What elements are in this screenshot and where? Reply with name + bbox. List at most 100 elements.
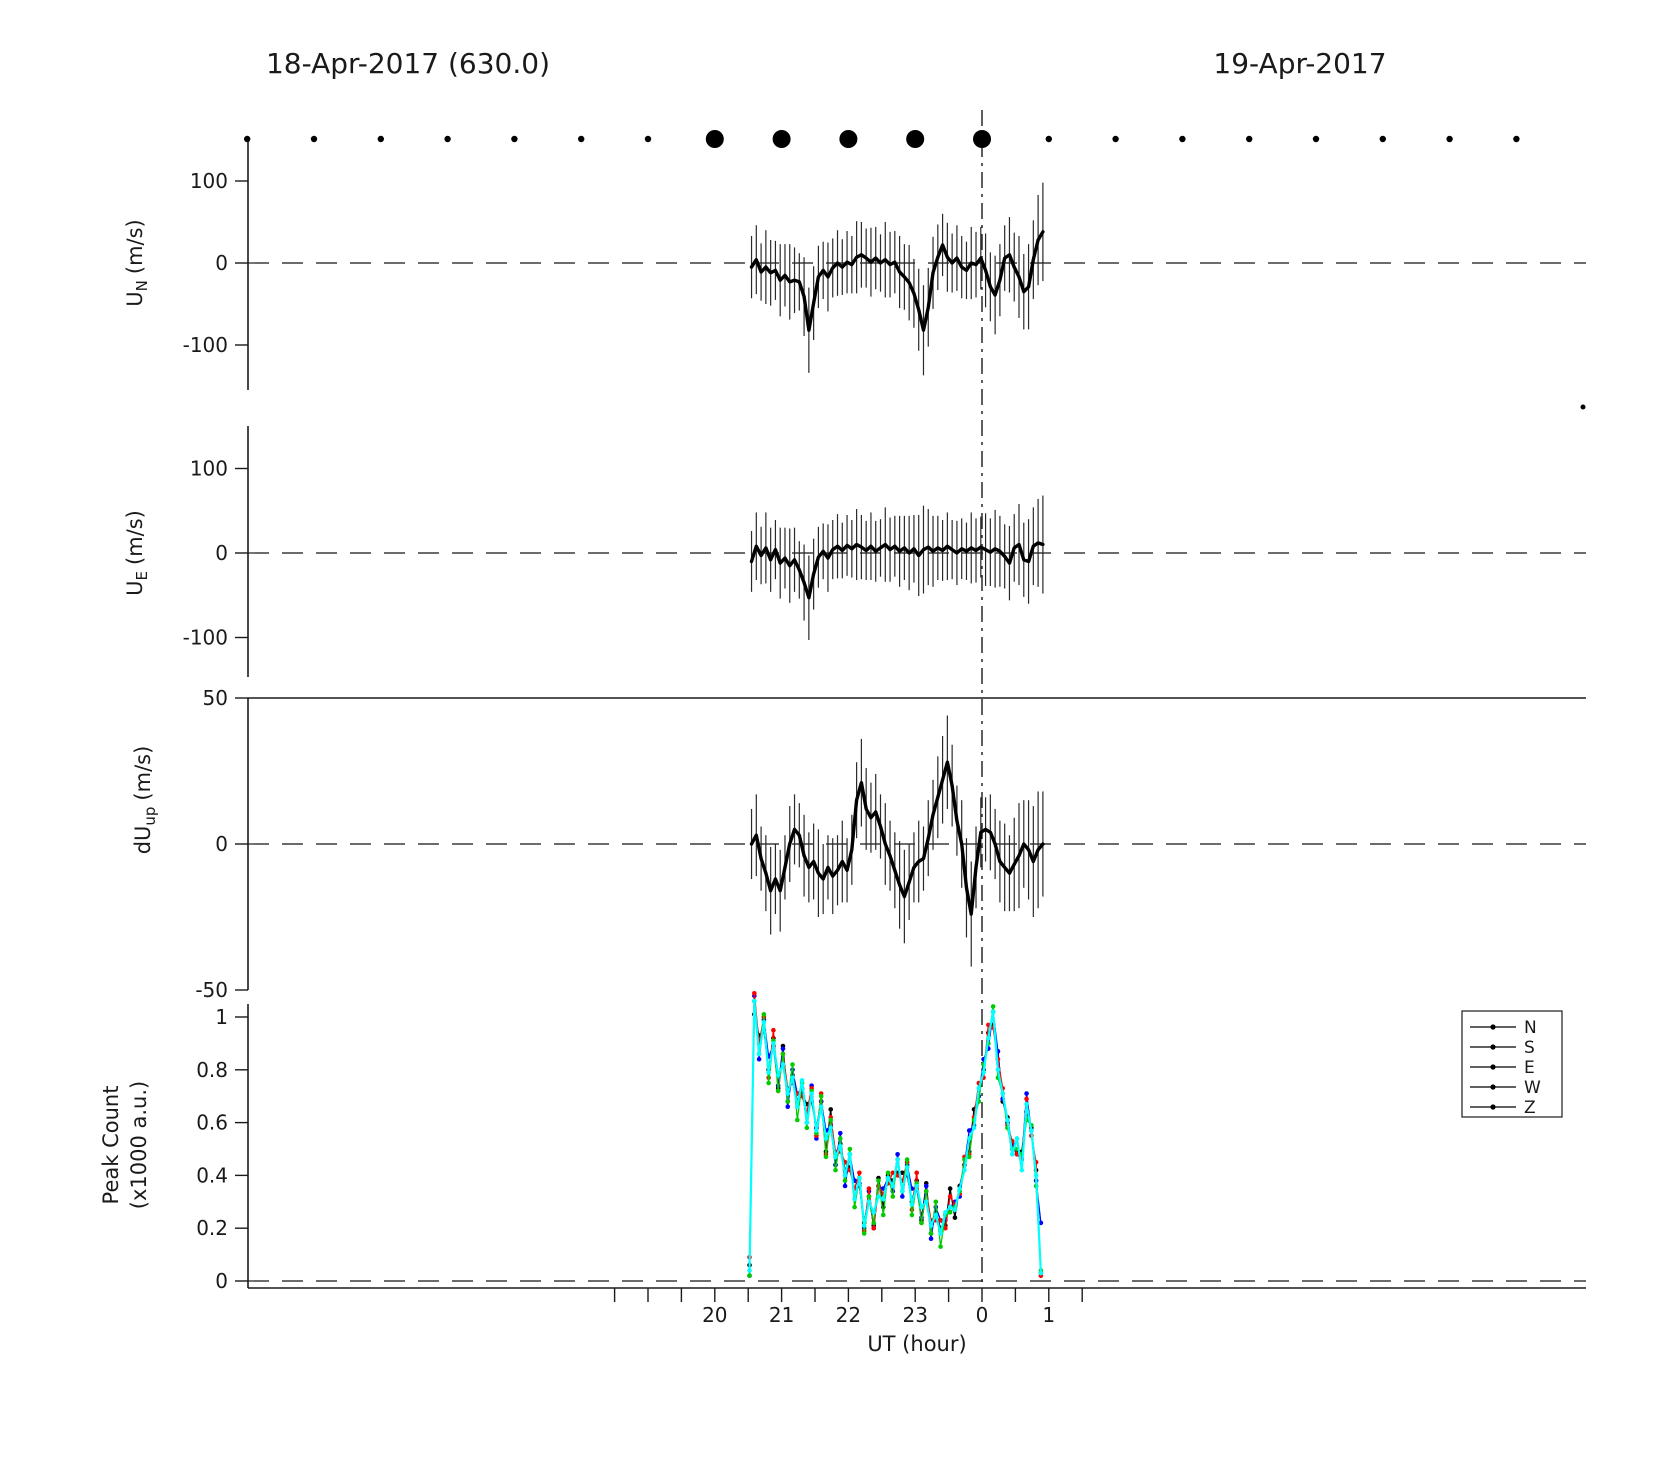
ylabel-duup: dUup(m/s) (131, 746, 159, 855)
peak-data-point-W (790, 1062, 795, 1067)
peak-data-point-Z (919, 1204, 924, 1210)
peak-data-point-W (766, 1080, 771, 1086)
peak-data-point-E (947, 1194, 953, 1199)
y-tick-label: 0.2 (196, 1216, 228, 1240)
peak-data-point-Z (986, 1035, 991, 1041)
legend-marker (1490, 1024, 1496, 1030)
peak-data-point-S (756, 1056, 762, 1062)
peak-data-point-S (837, 1130, 843, 1136)
legend-marker (1490, 1044, 1496, 1050)
peak-data-point-Z (818, 1104, 824, 1110)
hour-dot-small (1045, 135, 1053, 143)
peak-data-point-E (752, 990, 757, 996)
y-tick-label: -100 (183, 626, 228, 650)
peak-data-point-W (871, 1220, 877, 1226)
peak-data-point-S (780, 1046, 786, 1051)
peak-data-point-Z (785, 1091, 791, 1096)
peak-data-point-Z (823, 1136, 829, 1141)
peak-data-point-Z (747, 1268, 752, 1273)
x-tick-label: 1 (1042, 1303, 1055, 1327)
ylabel-peakcount-line1: Peak Count (99, 1086, 123, 1205)
peak-data-point-W (833, 1167, 838, 1173)
title-right-date: 19-Apr-2017 (1213, 47, 1386, 80)
peak-data-point-Z (847, 1151, 853, 1157)
peak-data-point-Z (971, 1125, 977, 1131)
legend-marker (1490, 1104, 1496, 1110)
peak-data-point-W (866, 1194, 872, 1199)
peak-data-point-W (904, 1157, 910, 1162)
peak-data-point-W (938, 1244, 943, 1249)
peak-data-point-S (785, 1104, 791, 1110)
ylabel-un: UN(m/s) (123, 219, 151, 306)
peak-data-point-Z (957, 1186, 962, 1191)
xlabel-ut-hour: UT (hour) (867, 1332, 966, 1356)
peak-data-point-Z (1000, 1091, 1005, 1096)
peak-data-point-W (780, 1051, 786, 1057)
hour-dot-small (444, 135, 451, 143)
hour-dot-large (705, 130, 724, 148)
legend-label: N (1524, 1018, 1537, 1038)
hour-dot-small (1513, 135, 1520, 143)
peak-data-point-W (847, 1146, 853, 1152)
peak-data-point-Z (947, 1204, 953, 1210)
peak-data-point-Z (1024, 1101, 1029, 1107)
peak-data-point-E (771, 1027, 776, 1033)
peak-data-point-Z (981, 1070, 986, 1075)
stray-dot (1580, 404, 1586, 410)
y-tick-label: 1 (215, 1005, 228, 1029)
y-tick-label: 100 (190, 457, 228, 481)
title-left-date: 18-Apr-2017 (630.0) (266, 47, 550, 80)
peak-data-point-W (747, 1273, 752, 1279)
peak-data-point-Z (804, 1120, 810, 1125)
peak-data-point-Z (990, 1009, 996, 1015)
peak-data-point-W (861, 1231, 867, 1236)
peak-data-point-Z (1014, 1136, 1020, 1141)
peak-data-point-Z (923, 1199, 929, 1205)
legend-marker (1490, 1084, 1496, 1090)
y-tick-label: 0 (215, 1269, 228, 1293)
peak-data-point-W (909, 1212, 915, 1218)
peak-data-point-Z (885, 1175, 891, 1181)
hour-dot-small (1312, 135, 1320, 143)
x-tick-label: 20 (702, 1303, 727, 1327)
peak-data-point-E (914, 1170, 920, 1176)
hour-dot-large (973, 130, 991, 148)
y-tick-label: -50 (195, 978, 228, 1002)
peak-data-point-Z (962, 1167, 967, 1173)
peak-data-point-Z (900, 1188, 905, 1194)
hour-dot-small (1379, 135, 1387, 143)
peak-data-point-N (952, 1215, 958, 1220)
ylabel-peakcount-line2: (x1000 a.u.) (127, 1081, 151, 1209)
peak-data-point-W (990, 1004, 996, 1009)
peak-data-point-W (947, 1210, 953, 1215)
peak-data-point-Z (833, 1154, 838, 1160)
peak-data-point-Z (904, 1165, 910, 1170)
peak-data-point-W (785, 1099, 791, 1104)
peak-data-point-Z (976, 1085, 982, 1091)
hour-dot-small (1446, 135, 1453, 143)
peak-series-line-E (748, 993, 1042, 1276)
peak-data-point-Z (761, 1019, 767, 1025)
hour-dot-small (1246, 135, 1253, 143)
hour-dot-small (310, 135, 318, 143)
peak-data-point-W (885, 1170, 891, 1176)
peak-data-point-Z (1038, 1270, 1044, 1276)
peak-data-point-S (842, 1183, 848, 1189)
peak-data-point-E (866, 1186, 872, 1191)
peak-data-point-Z (752, 998, 757, 1004)
hour-dot-large (906, 130, 925, 148)
peak-data-point-Z (895, 1157, 900, 1162)
peak-data-point-Z (852, 1196, 857, 1202)
peak-data-point-Z (871, 1210, 877, 1215)
peak-data-point-W (890, 1194, 896, 1199)
peak-data-point-W (928, 1231, 934, 1236)
peak-data-point-Z (837, 1144, 843, 1149)
hour-dot-small (377, 135, 384, 143)
peak-data-point-S (1024, 1091, 1029, 1096)
peak-data-point-W (837, 1136, 843, 1141)
peak-data-point-Z (890, 1183, 896, 1189)
peak-data-point-Z (933, 1212, 939, 1218)
y-tick-label: 0.4 (196, 1163, 228, 1187)
